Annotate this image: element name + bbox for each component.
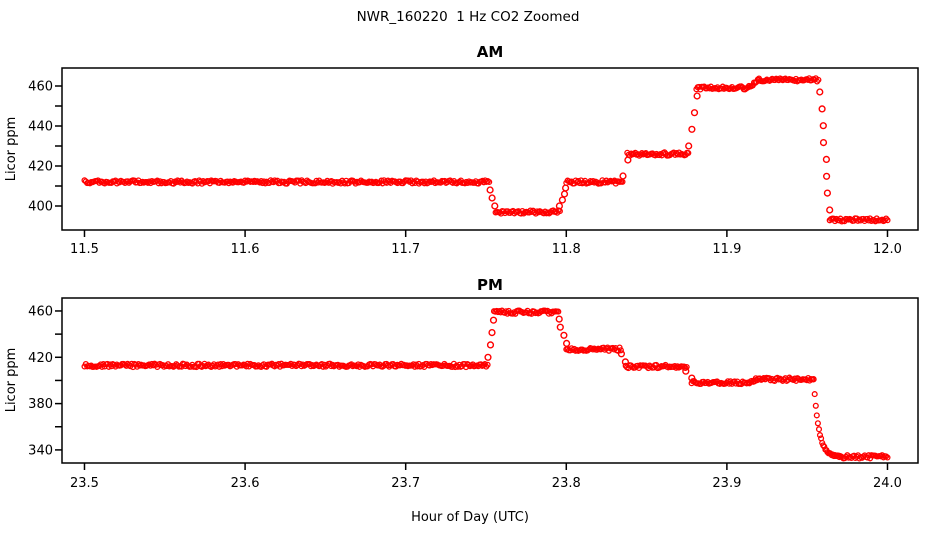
pm-x-tick-label: 23.6 <box>231 476 260 491</box>
pm-y-tick-label: 340 <box>28 443 53 458</box>
pm-panel: PM Licor ppm 23.5 23.6 23.7 23.8 23.9 24.0 340 38… <box>4 276 919 491</box>
pm-x-tick-label: 24.0 <box>873 476 902 491</box>
am-data-points <box>81 75 891 225</box>
x-axis-label: Hour of Day (UTC) <box>411 510 529 525</box>
figure-title: NWR_160220 1 Hz CO2 Zoomed <box>357 9 580 25</box>
am-x-tick-label: 11.6 <box>231 242 260 257</box>
am-y-axis-label: Licor ppm <box>4 117 19 182</box>
am-y-tick-label: 440 <box>28 120 53 135</box>
am-x-tick-label: 11.5 <box>70 242 99 257</box>
pm-data-points <box>81 307 891 462</box>
am-plot-border <box>61 67 919 231</box>
am-x-tick-label: 11.7 <box>391 242 420 257</box>
am-panel: AM Licor ppm 11.5 11.6 11.7 11.8 11.9 12.0 400 42… <box>4 43 919 257</box>
am-x-tick-label: 12.0 <box>873 242 902 257</box>
am-panel-title: AM <box>477 43 504 61</box>
am-y-tick-label: 460 <box>28 80 53 95</box>
pm-y-tick-label: 460 <box>28 304 53 319</box>
pm-x-tick-label: 23.7 <box>391 476 420 491</box>
am-x-tick-label: 11.9 <box>712 242 741 257</box>
pm-x-tick-label: 23.8 <box>552 476 581 491</box>
am-y-tick-label: 420 <box>28 160 53 175</box>
pm-panel-title: PM <box>477 276 503 294</box>
pm-x-tick-label: 23.9 <box>712 476 741 491</box>
pm-y-tick-label: 380 <box>28 397 53 412</box>
pm-y-axis-label: Licor ppm <box>4 348 19 413</box>
am-x-tick-label: 11.8 <box>552 242 581 257</box>
am-y-tick-label: 400 <box>28 200 53 215</box>
pm-y-tick-label: 420 <box>28 351 53 366</box>
pm-x-tick-label: 23.5 <box>70 476 99 491</box>
